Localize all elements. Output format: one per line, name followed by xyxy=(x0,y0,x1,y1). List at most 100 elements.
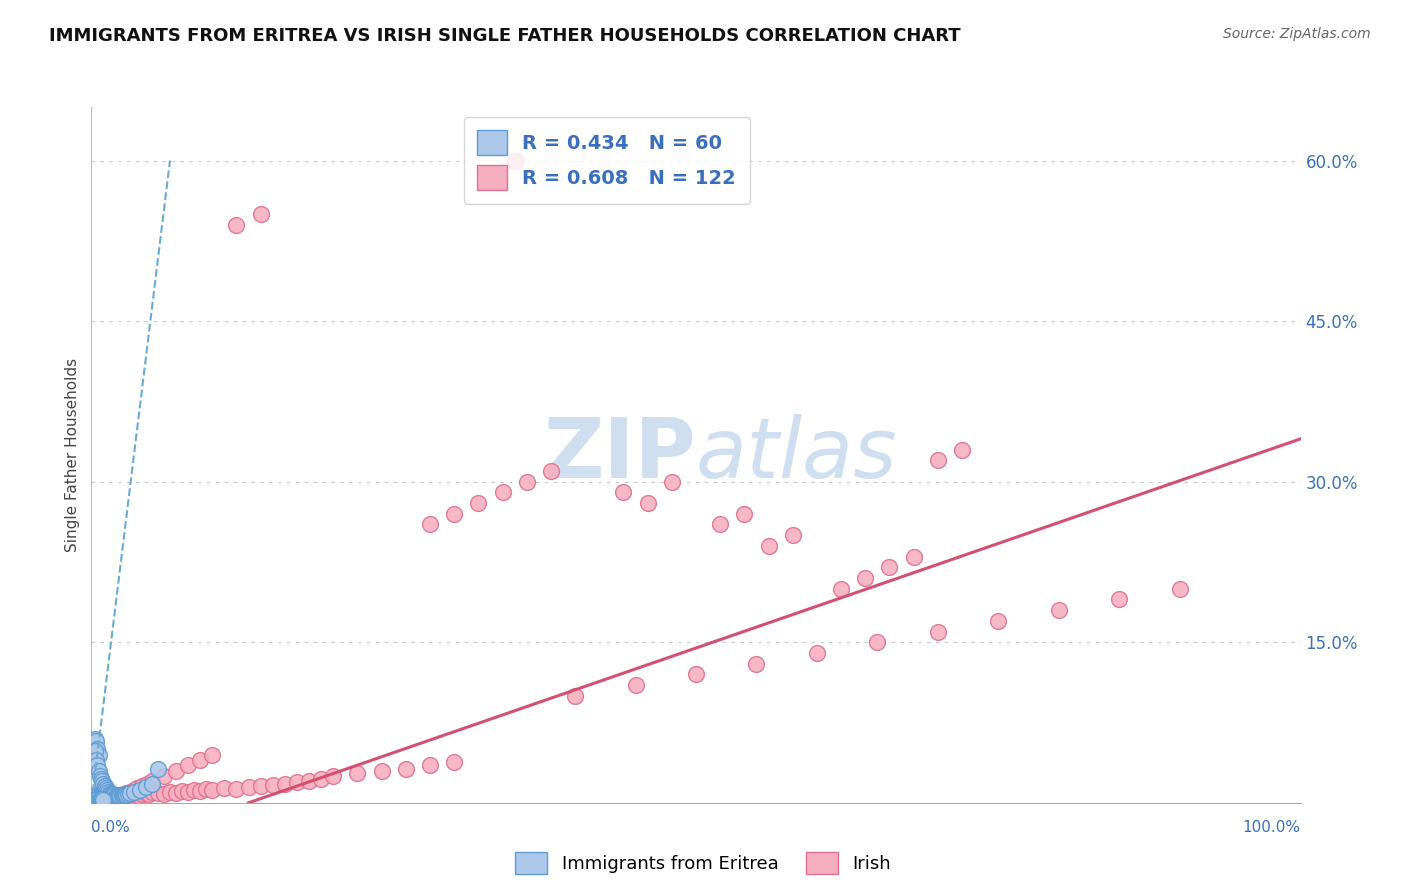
Point xyxy=(97,785,120,799)
Point xyxy=(84,733,107,747)
Point xyxy=(84,790,107,805)
Point xyxy=(637,496,659,510)
Point xyxy=(87,789,110,803)
Text: 0.0%: 0.0% xyxy=(91,821,131,835)
Point xyxy=(83,790,105,805)
Point xyxy=(146,762,169,776)
Point xyxy=(84,753,107,767)
Point xyxy=(90,772,112,787)
Point xyxy=(96,783,118,797)
Point xyxy=(91,791,114,805)
Point xyxy=(141,785,163,799)
Point xyxy=(98,786,121,800)
Point xyxy=(86,758,108,772)
Point xyxy=(83,792,105,806)
Point xyxy=(83,737,105,751)
Point xyxy=(93,785,115,799)
Point xyxy=(285,775,308,789)
Point xyxy=(111,790,134,805)
Point xyxy=(172,784,194,798)
Point xyxy=(159,785,181,799)
Point xyxy=(1108,592,1130,607)
Point xyxy=(111,789,132,803)
Point xyxy=(201,747,224,762)
Point xyxy=(90,790,112,805)
Point xyxy=(467,496,489,510)
Point xyxy=(177,785,200,799)
Point xyxy=(124,787,146,801)
Point xyxy=(98,791,121,805)
Point xyxy=(624,678,647,692)
Point xyxy=(90,792,112,806)
Point xyxy=(112,789,135,803)
Point xyxy=(117,789,139,803)
Point xyxy=(103,792,125,806)
Point xyxy=(93,779,115,793)
Point xyxy=(82,792,104,806)
Point xyxy=(94,789,117,804)
Legend: Immigrants from Eritrea, Irish: Immigrants from Eritrea, Irish xyxy=(506,843,900,883)
Point xyxy=(709,517,731,532)
Point xyxy=(104,789,127,804)
Point xyxy=(93,790,115,805)
Point xyxy=(685,667,707,681)
Text: ZIP: ZIP xyxy=(544,415,696,495)
Point xyxy=(733,507,755,521)
Point xyxy=(853,571,876,585)
Point xyxy=(86,791,108,805)
Point xyxy=(89,791,111,805)
Point xyxy=(127,789,149,803)
Point xyxy=(89,769,111,783)
Point xyxy=(491,485,513,500)
Point xyxy=(298,774,321,789)
Point xyxy=(661,475,683,489)
Point xyxy=(115,786,138,800)
Point xyxy=(927,453,949,467)
Point xyxy=(782,528,804,542)
Point xyxy=(84,792,107,806)
Point xyxy=(89,791,111,805)
Point xyxy=(395,762,418,776)
Point xyxy=(927,624,949,639)
Point xyxy=(188,753,211,767)
Point xyxy=(114,787,136,801)
Point xyxy=(105,789,128,804)
Point xyxy=(91,774,114,789)
Point xyxy=(112,787,135,801)
Point xyxy=(131,787,153,801)
Point xyxy=(879,560,901,574)
Point xyxy=(111,789,132,803)
Point xyxy=(91,792,114,806)
Point xyxy=(141,776,163,790)
Point xyxy=(153,787,176,801)
Point xyxy=(806,646,828,660)
Point xyxy=(238,780,260,794)
Point xyxy=(249,779,271,793)
Point xyxy=(87,747,110,762)
Point xyxy=(98,789,121,804)
Point xyxy=(93,792,115,806)
Point xyxy=(111,789,134,804)
Point xyxy=(84,789,107,803)
Point xyxy=(1047,603,1070,617)
Point xyxy=(262,778,284,792)
Point xyxy=(87,792,110,806)
Text: IMMIGRANTS FROM ERITREA VS IRISH SINGLE FATHER HOUSEHOLDS CORRELATION CHART: IMMIGRANTS FROM ERITREA VS IRISH SINGLE … xyxy=(49,27,960,45)
Point xyxy=(104,791,127,805)
Point xyxy=(214,780,236,795)
Point xyxy=(195,781,218,796)
Point xyxy=(443,507,465,521)
Point xyxy=(103,789,125,803)
Point xyxy=(101,790,124,805)
Point xyxy=(758,539,780,553)
Point xyxy=(93,786,115,800)
Legend: R = 0.434   N = 60, R = 0.608   N = 122: R = 0.434 N = 60, R = 0.608 N = 122 xyxy=(464,117,749,203)
Point xyxy=(103,791,125,805)
Point xyxy=(122,783,145,797)
Point xyxy=(225,218,247,232)
Point xyxy=(987,614,1010,628)
Point xyxy=(91,787,114,801)
Point xyxy=(136,776,159,790)
Point xyxy=(117,787,139,801)
Point xyxy=(93,791,115,805)
